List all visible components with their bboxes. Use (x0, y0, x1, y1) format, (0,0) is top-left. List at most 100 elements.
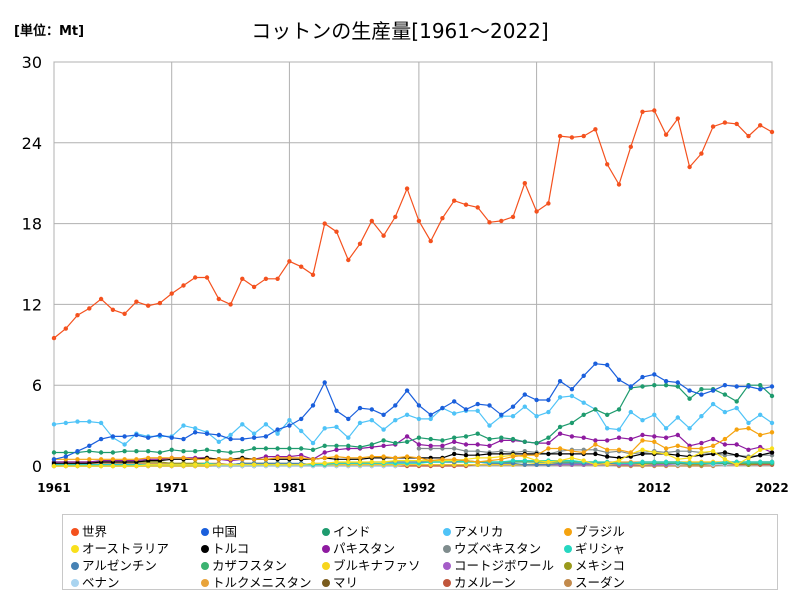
data-point (381, 454, 386, 459)
data-point (475, 449, 480, 454)
data-point (157, 300, 163, 306)
data-point (334, 454, 339, 459)
data-point (134, 449, 139, 454)
data-point (404, 388, 410, 393)
data-point (310, 403, 316, 408)
data-point (734, 462, 739, 467)
data-point (240, 422, 245, 427)
data-point (404, 458, 410, 463)
data-point (652, 434, 657, 439)
data-point (463, 458, 469, 463)
data-point (63, 463, 68, 469)
data-point (157, 432, 163, 438)
data-point (746, 459, 751, 465)
data-point (181, 423, 186, 428)
data-point (687, 455, 692, 461)
data-point (475, 401, 480, 407)
data-point (346, 443, 351, 448)
data-point (216, 449, 221, 454)
data-point (369, 454, 374, 459)
data-point (134, 463, 139, 469)
data-point (251, 457, 257, 462)
data-point (522, 181, 527, 186)
data-point (416, 218, 422, 224)
data-point (581, 435, 586, 440)
data-point (310, 272, 316, 277)
data-point (275, 462, 280, 467)
data-point (169, 435, 174, 440)
legend-marker (71, 578, 79, 587)
data-point (416, 416, 422, 422)
legend-marker (201, 561, 209, 570)
data-point (346, 435, 351, 440)
data-point (299, 455, 304, 461)
data-point (746, 426, 751, 431)
data-point (452, 399, 457, 404)
data-point (204, 457, 210, 462)
data-point (322, 443, 327, 448)
data-point (734, 453, 739, 458)
data-point (640, 438, 645, 443)
data-point (334, 408, 339, 413)
data-point (146, 455, 151, 461)
data-point (134, 457, 139, 462)
data-point (452, 439, 457, 444)
data-point (675, 457, 680, 462)
data-point (546, 409, 551, 415)
data-point (228, 302, 233, 307)
data-point (640, 374, 645, 380)
data-point (699, 392, 704, 397)
data-point (157, 455, 163, 461)
data-point (581, 400, 586, 405)
data-point (251, 462, 257, 467)
data-point (687, 164, 692, 170)
data-point (87, 449, 92, 454)
y-tick-label: 12 (22, 295, 42, 314)
x-tick-label: 2022 (755, 481, 788, 495)
data-point (510, 404, 516, 409)
data-point (75, 449, 80, 454)
data-point (487, 443, 492, 448)
legend-item: スーダン (564, 572, 625, 591)
data-point (557, 379, 563, 384)
data-point (546, 446, 551, 451)
data-point (699, 461, 704, 466)
data-point (475, 442, 480, 447)
data-point (240, 462, 245, 467)
data-point (710, 388, 716, 393)
data-point (393, 418, 398, 423)
legend-marker (322, 561, 330, 570)
legend-item: ブルキナファソ (322, 555, 421, 574)
legend-label: インド (333, 524, 371, 539)
data-point (299, 416, 304, 422)
data-point (416, 435, 422, 440)
data-point (240, 457, 245, 462)
data-point (499, 457, 504, 462)
data-point (287, 423, 292, 428)
data-point (605, 162, 610, 167)
y-tick-label: 24 (22, 134, 42, 153)
data-point (758, 412, 763, 417)
data-point (640, 384, 645, 389)
data-point (216, 457, 221, 462)
data-point (122, 311, 127, 316)
data-point (122, 434, 127, 439)
legend-marker (564, 544, 572, 553)
data-point (181, 455, 186, 461)
data-point (616, 377, 622, 382)
data-point (534, 453, 539, 458)
data-point (428, 416, 433, 422)
data-point (346, 459, 351, 465)
legend-item: マリ (322, 572, 358, 591)
data-point (357, 459, 363, 465)
legend-item: ベナン (71, 572, 120, 591)
data-point (605, 426, 610, 431)
data-point (534, 414, 539, 419)
legend-label: スーダン (575, 575, 626, 590)
data-point (534, 440, 539, 446)
legend-marker (443, 544, 451, 553)
data-point (263, 462, 269, 467)
data-point (769, 459, 775, 465)
data-point (240, 449, 245, 454)
